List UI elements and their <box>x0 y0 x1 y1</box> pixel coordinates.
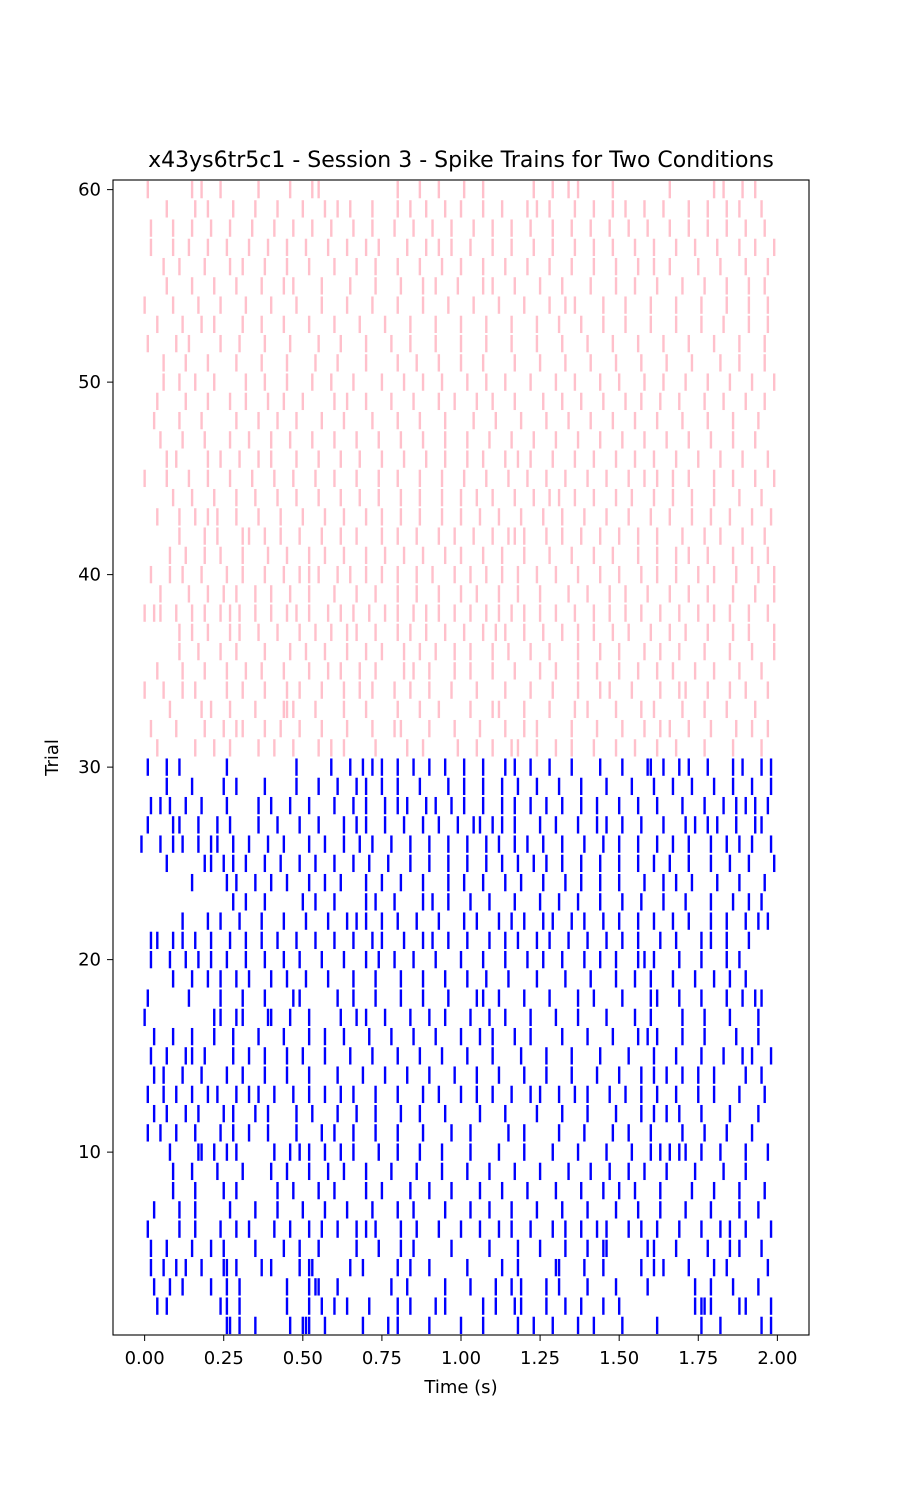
x-tick-label: 1.00 <box>441 1348 481 1369</box>
chart-title: x43ys6tr5c1 - Session 3 - Spike Trains f… <box>148 148 774 173</box>
x-tick-label: 0.75 <box>362 1348 402 1369</box>
y-axis-label: Trial <box>42 739 63 777</box>
x-axis-ticks: 0.00 0.25 0.50 0.75 1.00 1.25 1.50 1.75 2.00 <box>125 1335 797 1369</box>
y-tick-label: 10 <box>78 1142 101 1163</box>
y-tick-label: 60 <box>78 180 101 201</box>
y-tick-label: 20 <box>78 950 101 971</box>
x-tick-label: 1.50 <box>599 1348 639 1369</box>
x-tick-label: 0.25 <box>204 1348 244 1369</box>
x-tick-label: 1.25 <box>520 1348 560 1369</box>
plot-area-frame <box>112 179 810 1336</box>
x-axis-label: Time (s) <box>423 1377 497 1398</box>
y-axis-ticks: 10 20 30 40 50 60 <box>78 180 113 1163</box>
spike-marks <box>140 180 776 1335</box>
y-tick-label: 40 <box>78 565 101 586</box>
x-tick-label: 2.00 <box>757 1348 797 1369</box>
x-tick-label: 0.50 <box>283 1348 323 1369</box>
x-tick-label: 0.00 <box>125 1348 165 1369</box>
y-tick-label: 50 <box>78 372 101 393</box>
y-tick-label: 30 <box>78 757 101 778</box>
x-tick-label: 1.75 <box>678 1348 718 1369</box>
